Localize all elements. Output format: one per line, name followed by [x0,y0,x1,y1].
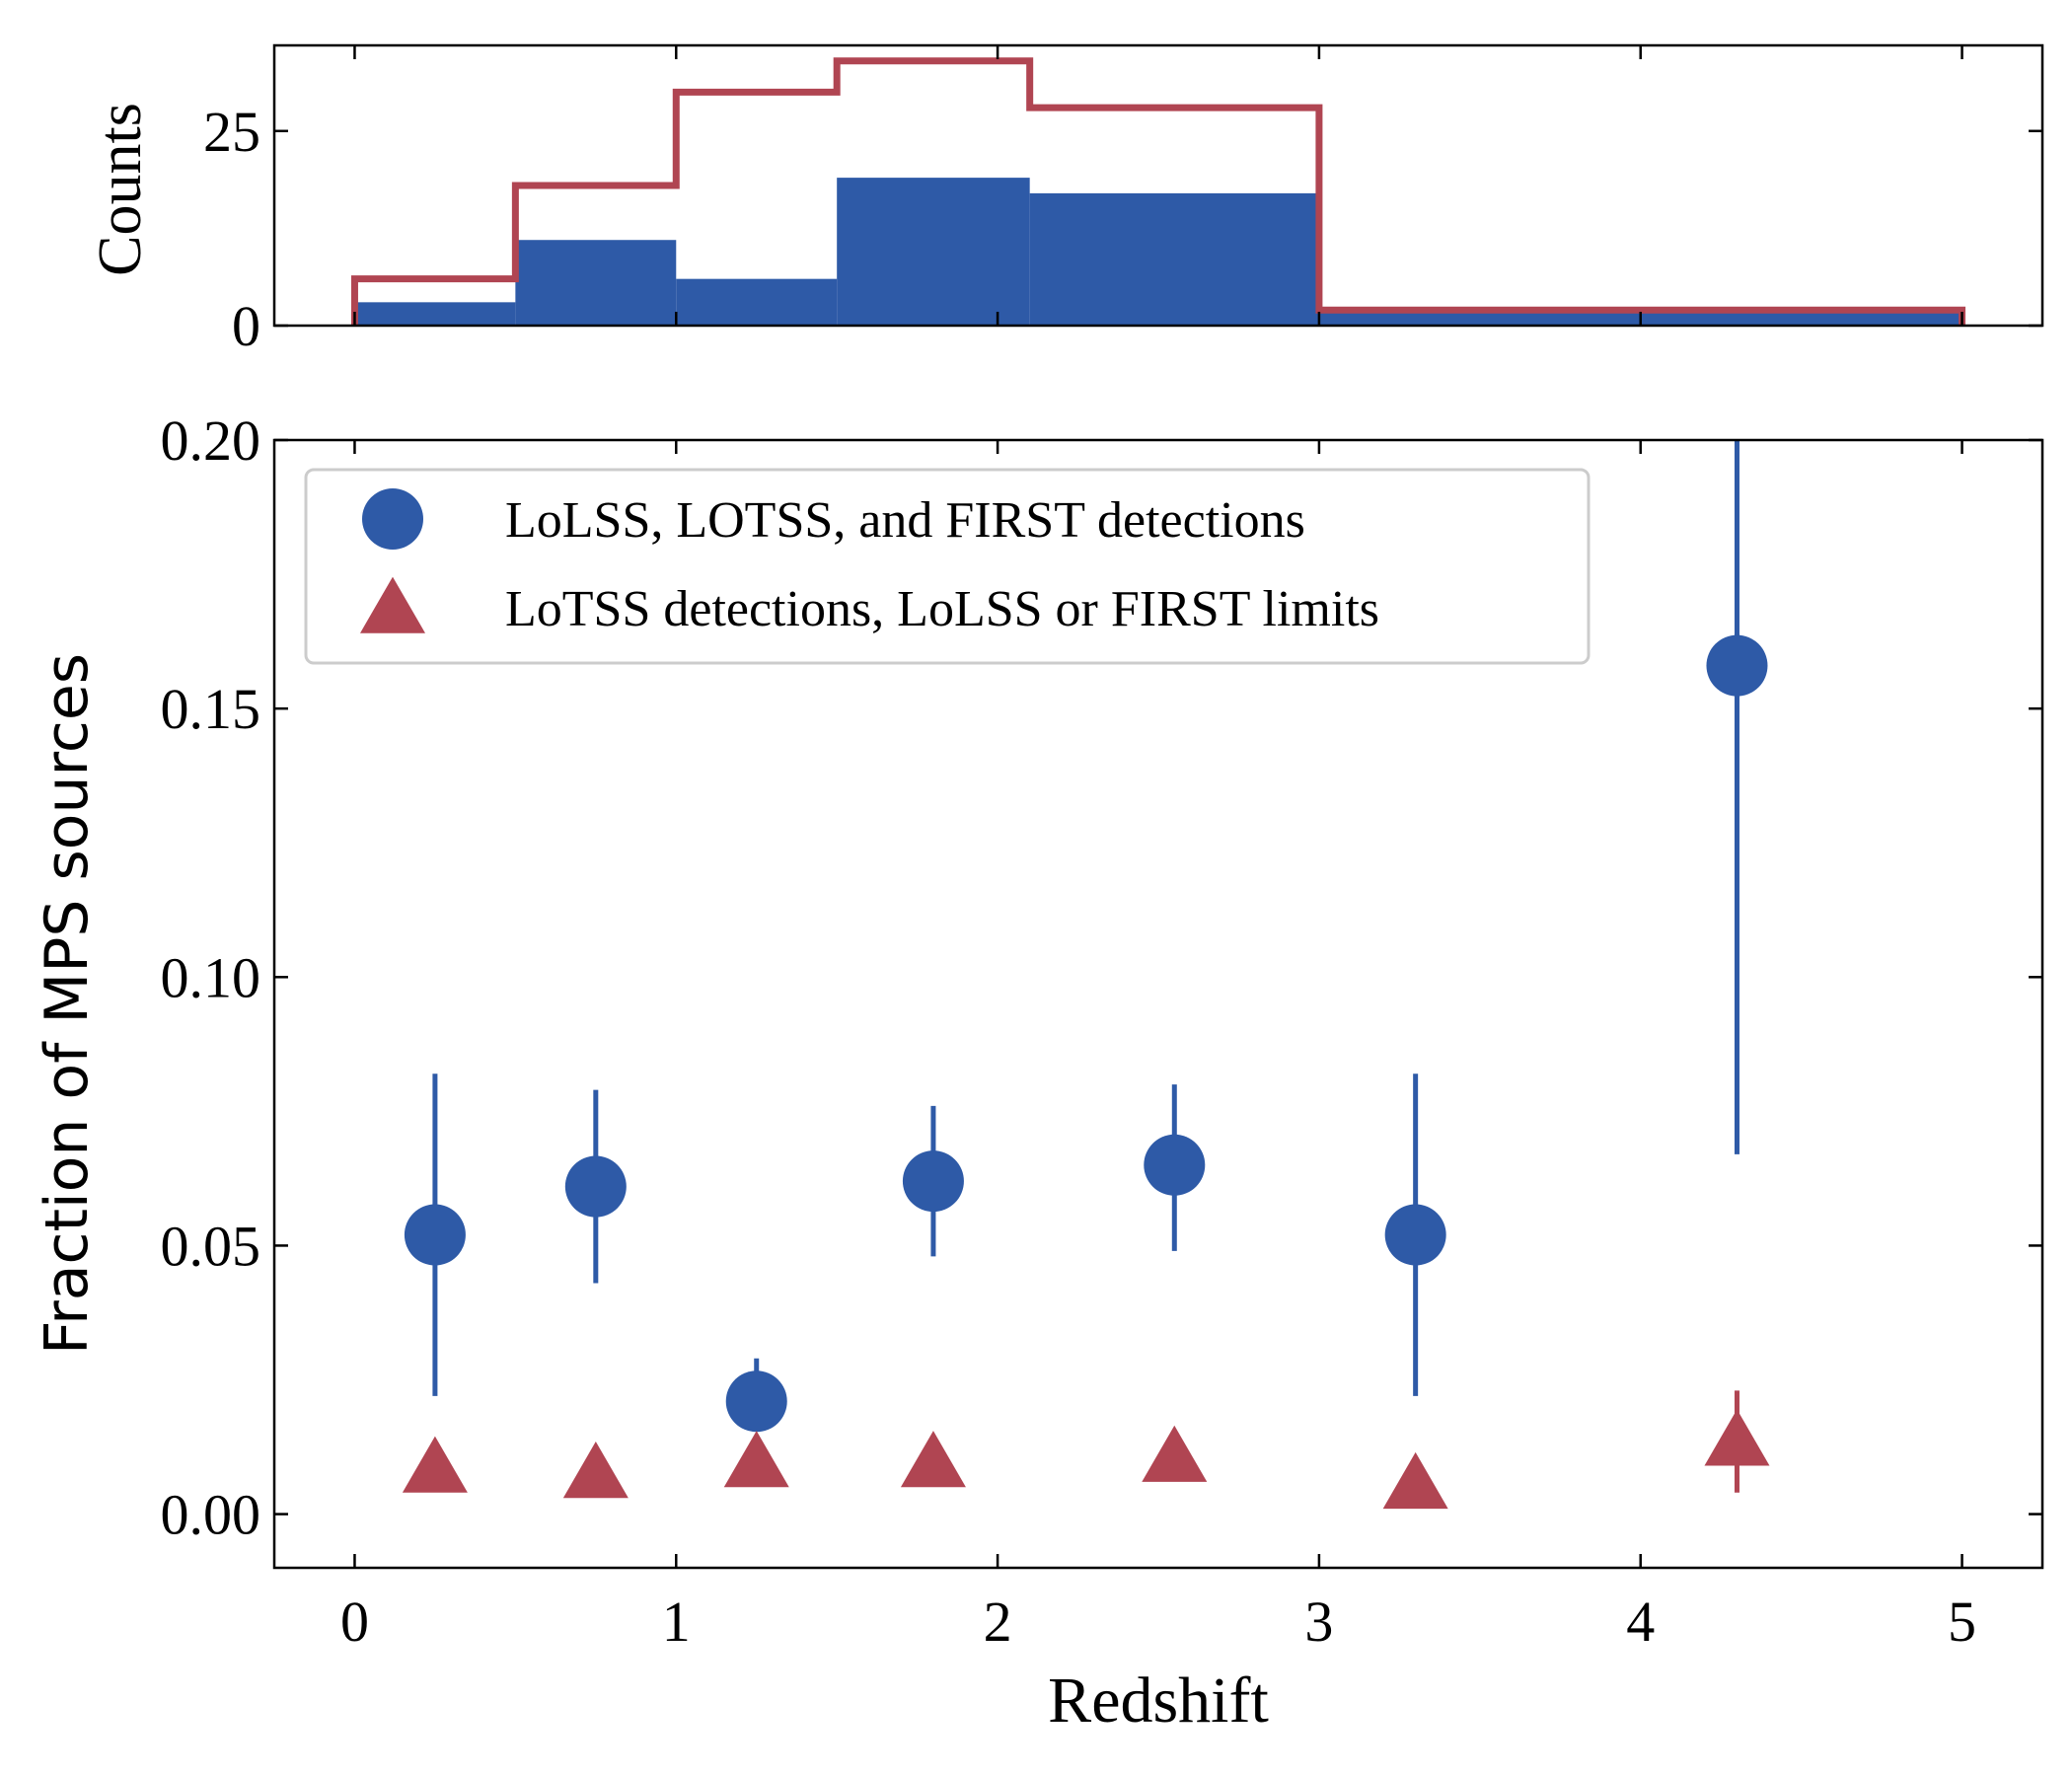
x-tick-label: 2 [984,1590,1012,1654]
histogram-y-axis-label: Counts [87,103,154,276]
legend-label-limits: LoTSS detections, LoLSS or FIRST limits [505,581,1379,637]
scatter-ticks: 0 1 2 3 4 5 0.00 0.05 0.10 0.15 0.20 [161,408,2042,1654]
histogram-bar [1029,192,1319,326]
x-tick-label: 3 [1304,1590,1333,1654]
data-point-triangle [1704,1409,1770,1466]
legend-triangle-marker [360,576,425,633]
legend: LoLSS, LOTSS, and FIRST detections LoTSS… [304,468,1591,665]
histogram-y-tick-label: 0 [232,294,260,358]
data-point-triangle [1142,1425,1208,1482]
data-point-circle [725,1370,787,1433]
data-point-circle [902,1150,964,1213]
y-tick-label: 0.20 [161,408,261,473]
y-tick-label: 0.00 [161,1483,261,1547]
y-tick-label: 0.05 [161,1214,261,1278]
histogram-bar [354,302,516,326]
legend-box [304,468,1591,665]
data-point-circle [1144,1134,1206,1196]
histogram-bar [837,178,1030,326]
histogram-bar [515,240,677,326]
histogram-y-tick-label: 25 [203,100,260,164]
data-point-triangle [402,1436,468,1493]
x-axis-label: Redshift [1048,1665,1269,1737]
scatter-axes-frame [272,438,2044,1570]
histogram-step-outline [350,57,1966,326]
legend-circle-marker [362,488,423,550]
data-point-triangle [562,1442,629,1499]
data-point-circle [1384,1204,1446,1266]
data-point-triangle [1382,1451,1448,1510]
legend-label-detections: LoLSS, LOTSS, and FIRST detections [505,492,1305,549]
data-point-circle [404,1204,466,1266]
data-point-circle [564,1155,627,1218]
histogram-panel: 0 25 Counts [87,43,2044,358]
histogram-bar [676,278,838,326]
y-axis-label: Fraction of MPS sources [33,653,102,1355]
x-tick-label: 1 [662,1590,691,1654]
histogram-axes-frame [272,43,2044,328]
x-tick-label: 4 [1626,1590,1655,1654]
data-markers [402,634,1770,1510]
legend-triangle [360,576,425,633]
legend-circle [362,488,423,550]
y-tick-label: 0.10 [161,945,261,1009]
x-tick-label: 5 [1948,1590,1976,1654]
histogram-filled-bars [354,178,1962,326]
x-tick-label: 0 [340,1590,369,1654]
data-point-circle [1706,634,1768,697]
scatter-panel: 0 1 2 3 4 5 0.00 0.05 0.10 0.15 0.20 Redshift Frac… [33,408,2044,1737]
data-point-triangle [900,1431,966,1488]
y-tick-label: 0.15 [161,677,261,741]
data-point-triangle [723,1431,789,1488]
histogram-ticks: 0 25 [203,45,2042,358]
